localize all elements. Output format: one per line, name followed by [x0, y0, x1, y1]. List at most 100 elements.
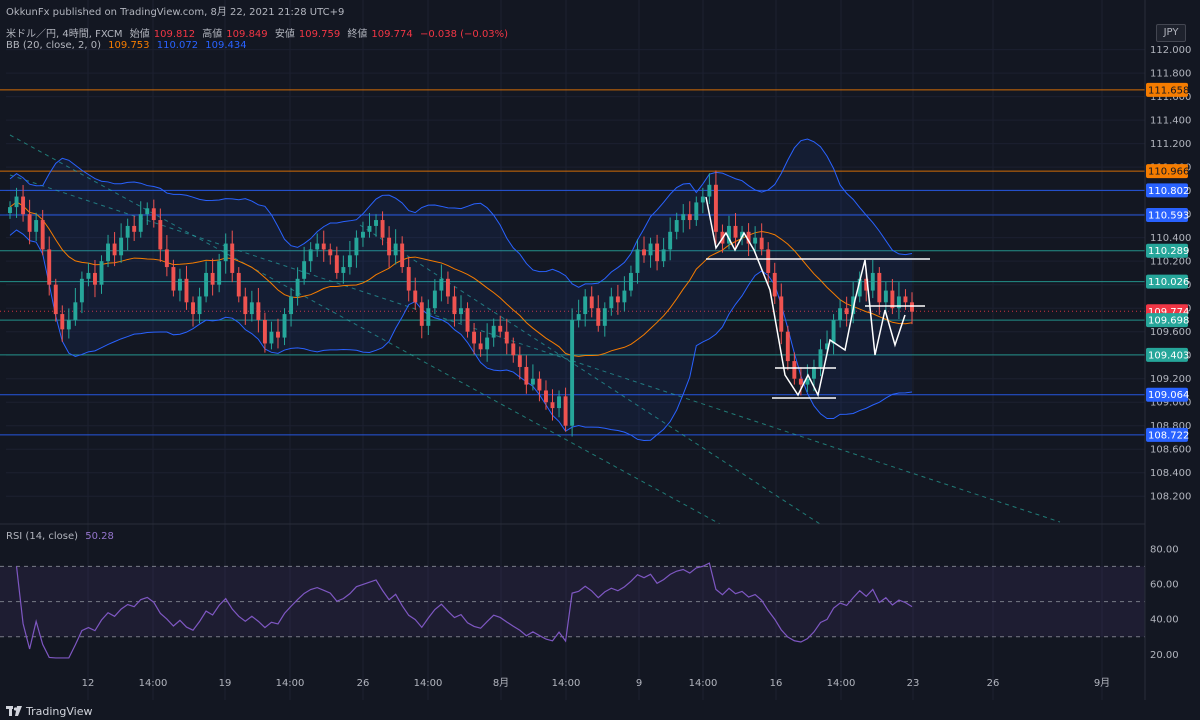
- close-value: 109.774: [371, 29, 413, 40]
- time-axis[interactable]: 12 14:00 19 14:00 26 14:00 8月 14:00 9 14:00 16 14:0…: [82, 677, 1111, 689]
- candle-body: [576, 314, 581, 320]
- candle-body: [674, 220, 679, 232]
- candle-body: [236, 272, 241, 297]
- candle-body: [125, 225, 130, 238]
- candle-body: [544, 390, 548, 403]
- candle-body: [785, 331, 790, 362]
- candle-body: [746, 231, 751, 244]
- candle-body: [374, 220, 378, 226]
- footer-brand[interactable]: TradingView: [26, 704, 93, 718]
- candle-body: [341, 267, 346, 273]
- candle-body: [530, 378, 535, 385]
- price-level-badge[interactable]: [1146, 427, 1188, 442]
- price-level-label: 108.722: [1148, 430, 1189, 441]
- candle-body: [204, 272, 209, 297]
- time-tick-label: 14:00: [827, 678, 856, 689]
- price-level-badge[interactable]: [1146, 243, 1188, 258]
- candle-body: [393, 243, 398, 256]
- price-tick-label: 108.400: [1150, 468, 1191, 479]
- candle-body: [184, 278, 189, 303]
- candle-body: [138, 214, 143, 232]
- candle-body: [191, 302, 195, 315]
- candle-body: [563, 396, 568, 426]
- rsi-line: [15, 562, 913, 659]
- rsi-tick-label: 80.00: [1150, 544, 1179, 555]
- candle-body: [485, 337, 490, 350]
- rsi-label[interactable]: RSI (14, close): [6, 531, 79, 542]
- time-tick-label: 14:00: [414, 678, 443, 689]
- candle-body: [511, 343, 516, 356]
- candle-body: [838, 308, 843, 320]
- candle-body: [249, 302, 254, 315]
- candle-body: [354, 237, 359, 256]
- time-tick-label: 26: [987, 678, 1000, 689]
- candle-body: [367, 225, 372, 232]
- bb-label[interactable]: BB (20, close, 2, 0): [6, 40, 101, 51]
- price-level-label: 110.802: [1148, 186, 1189, 197]
- price-level-badge[interactable]: [1146, 207, 1188, 222]
- candle-body: [825, 343, 829, 350]
- price-level-badge[interactable]: [1146, 82, 1188, 97]
- symbol-name[interactable]: 米ドル／円, 4時間, FXCM: [6, 29, 123, 40]
- time-tick-label: 26: [357, 678, 370, 689]
- price-level-label: 110.026: [1148, 277, 1189, 288]
- open-label: 始値: [129, 29, 150, 40]
- candle-body: [256, 302, 261, 320]
- candle-body: [66, 319, 71, 330]
- bb-upper: 110.072: [156, 40, 199, 51]
- price-level-badge[interactable]: [1146, 274, 1188, 289]
- candle-body: [387, 237, 392, 256]
- low-value: 109.759: [298, 29, 341, 40]
- candle-body: [223, 243, 228, 262]
- candle-body: [99, 261, 104, 285]
- candle-body: [151, 208, 156, 221]
- open-value: 109.812: [153, 29, 196, 40]
- price-level-badge[interactable]: [1146, 387, 1188, 402]
- candle-body: [432, 290, 437, 309]
- footer-bar: TradingView: [0, 702, 1200, 720]
- candle-body: [295, 278, 300, 297]
- candle-body: [459, 308, 463, 315]
- price-tick-label: 109.600: [1150, 327, 1191, 338]
- price-level-label: 109.774: [1148, 307, 1189, 318]
- time-tick-label: 19: [219, 678, 232, 689]
- pattern-zigzag: [705, 196, 906, 398]
- candle-body: [864, 278, 869, 291]
- candle-body: [870, 272, 875, 291]
- candle-body: [655, 243, 660, 262]
- change-value: −0.038 (−0.03%): [419, 29, 509, 40]
- candle-body: [622, 290, 627, 303]
- candle-body: [413, 290, 418, 303]
- candle-body: [766, 249, 771, 273]
- rsi-pane: [0, 562, 1145, 659]
- candle-body: [609, 296, 614, 309]
- candle-body: [230, 243, 235, 273]
- price-level-badge[interactable]: [1146, 164, 1188, 179]
- trend-channel-line: [9, 174, 1061, 523]
- price-level-badge[interactable]: [1146, 313, 1188, 328]
- price-level-label: 109.403: [1148, 350, 1189, 361]
- price-level-badge[interactable]: [1146, 347, 1188, 362]
- candle-body: [602, 308, 607, 326]
- time-tick-label: 16: [770, 678, 783, 689]
- price-level-badge[interactable]: [1146, 183, 1188, 198]
- price-tick-label: 111.400: [1150, 116, 1191, 127]
- currency-button[interactable]: JPY: [1156, 24, 1186, 42]
- candle-body: [276, 331, 280, 338]
- candle-body: [759, 237, 764, 250]
- price-tick-label: 111.200: [1150, 139, 1191, 150]
- price-level-label: 110.966: [1148, 167, 1189, 178]
- candle-body: [811, 366, 816, 379]
- candle-body: [14, 196, 19, 208]
- candle-body: [73, 302, 78, 320]
- candle-body: [106, 243, 111, 262]
- candle-body: [851, 296, 856, 315]
- candle-body: [452, 296, 457, 315]
- price-axis[interactable]: 112.000111.800111.600111.400111.200111.0…: [1146, 45, 1191, 661]
- low-label: 安値: [274, 29, 295, 40]
- symbol-line: 米ドル／円, 4時間, FXCM 始値 109.812 高値 109.849 安値 1…: [6, 25, 512, 40]
- candle-body: [648, 243, 653, 256]
- close-label: 終値: [347, 29, 368, 40]
- candle-body: [517, 355, 522, 367]
